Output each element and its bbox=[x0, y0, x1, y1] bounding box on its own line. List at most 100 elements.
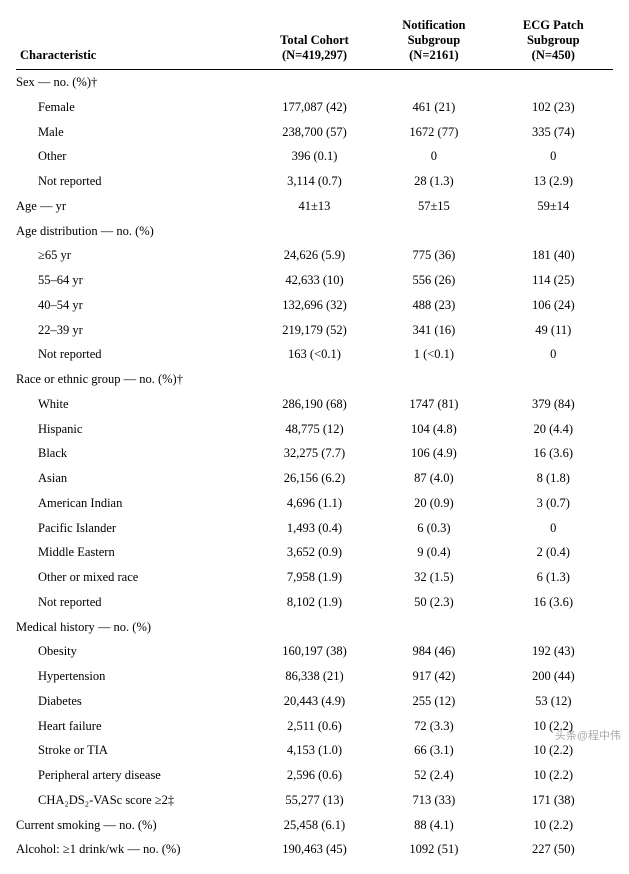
row-value-ecg bbox=[494, 615, 613, 640]
row-label: Peripheral artery disease bbox=[16, 763, 255, 788]
table-row: Stroke or TIA4,153 (1.0)66 (3.1)10 (2.2) bbox=[16, 738, 613, 763]
row-value-total: 7,958 (1.9) bbox=[255, 565, 374, 590]
row-value-ecg: 0 bbox=[494, 342, 613, 367]
col-total: Total Cohort (N=419,297) bbox=[255, 12, 374, 70]
table-row: 40–54 yr132,696 (32)488 (23)106 (24) bbox=[16, 293, 613, 318]
row-value-notif: 341 (16) bbox=[374, 318, 493, 343]
row-label: White bbox=[16, 392, 255, 417]
row-label: Diabetes bbox=[16, 689, 255, 714]
row-value-ecg: 102 (23) bbox=[494, 95, 613, 120]
row-value-ecg: 10 (2.2) bbox=[494, 813, 613, 838]
row-value-total: 219,179 (52) bbox=[255, 318, 374, 343]
row-value-total: 2,511 (0.6) bbox=[255, 714, 374, 739]
col-n: (N=450) bbox=[498, 48, 609, 63]
row-value-notif: 0 bbox=[374, 144, 493, 169]
row-label: Heart failure bbox=[16, 714, 255, 739]
row-value-total: 4,696 (1.1) bbox=[255, 491, 374, 516]
row-label: Not reported bbox=[16, 169, 255, 194]
row-value-notif: 9 (0.4) bbox=[374, 540, 493, 565]
row-label: Asian bbox=[16, 466, 255, 491]
row-label: Obesity bbox=[16, 639, 255, 664]
row-value-notif bbox=[374, 219, 493, 244]
table-row: Obesity160,197 (38)984 (46)192 (43) bbox=[16, 639, 613, 664]
row-value-ecg: 10 (2.2) bbox=[494, 763, 613, 788]
row-label: ≥65 yr bbox=[16, 243, 255, 268]
row-value-ecg: 2 (0.4) bbox=[494, 540, 613, 565]
row-value-notif: 1092 (51) bbox=[374, 837, 493, 862]
row-value-notif: 52 (2.4) bbox=[374, 763, 493, 788]
row-label: 55–64 yr bbox=[16, 268, 255, 293]
row-value-notif: 57±15 bbox=[374, 194, 493, 219]
table-row: Heart failure2,511 (0.6)72 (3.3)10 (2.2) bbox=[16, 714, 613, 739]
row-value-ecg: 49 (11) bbox=[494, 318, 613, 343]
row-value-total: 163 (<0.1) bbox=[255, 342, 374, 367]
row-value-total: 132,696 (32) bbox=[255, 293, 374, 318]
row-label: Middle Eastern bbox=[16, 540, 255, 565]
row-value-ecg: 53 (12) bbox=[494, 689, 613, 714]
row-value-notif: 32 (1.5) bbox=[374, 565, 493, 590]
row-value-notif: 917 (42) bbox=[374, 664, 493, 689]
row-value-ecg bbox=[494, 219, 613, 244]
table-row: Medical history — no. (%) bbox=[16, 615, 613, 640]
row-label: Medical history — no. (%) bbox=[16, 615, 255, 640]
row-label: Hispanic bbox=[16, 417, 255, 442]
row-value-total: 32,275 (7.7) bbox=[255, 441, 374, 466]
row-value-total: 2,596 (0.6) bbox=[255, 763, 374, 788]
row-label: Not reported bbox=[16, 342, 255, 367]
row-value-ecg: 335 (74) bbox=[494, 120, 613, 145]
col-n: (N=2161) bbox=[378, 48, 489, 63]
table-row: Peripheral artery disease2,596 (0.6)52 (… bbox=[16, 763, 613, 788]
table-row: Male238,700 (57)1672 (77)335 (74) bbox=[16, 120, 613, 145]
row-label: Current smoking — no. (%) bbox=[16, 813, 255, 838]
row-value-total: 8,102 (1.9) bbox=[255, 590, 374, 615]
row-value-ecg: 3 (0.7) bbox=[494, 491, 613, 516]
row-value-total: 396 (0.1) bbox=[255, 144, 374, 169]
row-label: Not reported bbox=[16, 590, 255, 615]
table-row: Not reported163 (<0.1)1 (<0.1)0 bbox=[16, 342, 613, 367]
row-value-ecg bbox=[494, 367, 613, 392]
row-value-total: 4,153 (1.0) bbox=[255, 738, 374, 763]
row-label: Race or ethnic group — no. (%)† bbox=[16, 367, 255, 392]
row-value-notif: 50 (2.3) bbox=[374, 590, 493, 615]
row-value-notif: 106 (4.9) bbox=[374, 441, 493, 466]
col-title: ECG Patch Subgroup bbox=[498, 18, 609, 48]
col-ecg: ECG Patch Subgroup (N=450) bbox=[494, 12, 613, 70]
row-value-total: 3,114 (0.7) bbox=[255, 169, 374, 194]
row-label: Alcohol: ≥1 drink/wk — no. (%) bbox=[16, 837, 255, 862]
row-value-total: 190,463 (45) bbox=[255, 837, 374, 862]
row-value-total bbox=[255, 615, 374, 640]
row-value-notif: 556 (26) bbox=[374, 268, 493, 293]
row-value-total: 24,626 (5.9) bbox=[255, 243, 374, 268]
characteristics-table: Characteristic Total Cohort (N=419,297) … bbox=[16, 12, 613, 862]
col-n: (N=419,297) bbox=[259, 48, 370, 63]
row-value-notif: 488 (23) bbox=[374, 293, 493, 318]
row-value-total: 55,277 (13) bbox=[255, 788, 374, 813]
row-value-notif: 104 (4.8) bbox=[374, 417, 493, 442]
table-row: Other396 (0.1)00 bbox=[16, 144, 613, 169]
row-value-ecg: 200 (44) bbox=[494, 664, 613, 689]
table-row: Diabetes20,443 (4.9)255 (12)53 (12) bbox=[16, 689, 613, 714]
row-value-total: 3,652 (0.9) bbox=[255, 540, 374, 565]
row-value-notif: 775 (36) bbox=[374, 243, 493, 268]
row-value-ecg: 379 (84) bbox=[494, 392, 613, 417]
row-value-total: 238,700 (57) bbox=[255, 120, 374, 145]
col-characteristic: Characteristic bbox=[16, 12, 255, 70]
row-value-ecg: 106 (24) bbox=[494, 293, 613, 318]
table-row: Not reported8,102 (1.9)50 (2.3)16 (3.6) bbox=[16, 590, 613, 615]
table-row: White286,190 (68)1747 (81)379 (84) bbox=[16, 392, 613, 417]
row-value-notif: 88 (4.1) bbox=[374, 813, 493, 838]
col-title: Total Cohort bbox=[259, 33, 370, 48]
table-row: Asian26,156 (6.2)87 (4.0)8 (1.8) bbox=[16, 466, 613, 491]
row-value-ecg bbox=[494, 70, 613, 95]
row-label: Male bbox=[16, 120, 255, 145]
row-label: Black bbox=[16, 441, 255, 466]
table-row: Age — yr41±1357±1559±14 bbox=[16, 194, 613, 219]
row-value-total: 41±13 bbox=[255, 194, 374, 219]
row-value-ecg: 114 (25) bbox=[494, 268, 613, 293]
table-row: CHA₂DS₂-VASc score ≥2‡55,277 (13)713 (33… bbox=[16, 788, 613, 813]
row-value-notif: 1 (<0.1) bbox=[374, 342, 493, 367]
table-row: 22–39 yr219,179 (52)341 (16)49 (11) bbox=[16, 318, 613, 343]
table-row: Hypertension86,338 (21)917 (42)200 (44) bbox=[16, 664, 613, 689]
row-value-total: 160,197 (38) bbox=[255, 639, 374, 664]
row-value-total: 177,087 (42) bbox=[255, 95, 374, 120]
